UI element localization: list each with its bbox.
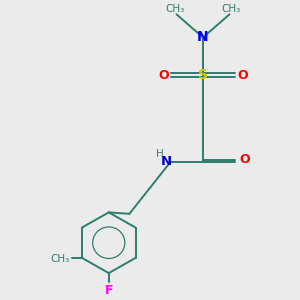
- Text: F: F: [104, 284, 113, 297]
- Text: S: S: [198, 68, 208, 82]
- Text: CH₃: CH₃: [221, 4, 241, 14]
- Text: CH₃: CH₃: [165, 4, 185, 14]
- Text: CH₃: CH₃: [50, 254, 70, 264]
- Text: N: N: [197, 31, 209, 44]
- Text: H: H: [155, 149, 163, 159]
- Text: O: O: [158, 69, 169, 82]
- Text: O: O: [237, 69, 248, 82]
- Text: N: N: [160, 155, 172, 168]
- Text: O: O: [239, 153, 250, 166]
